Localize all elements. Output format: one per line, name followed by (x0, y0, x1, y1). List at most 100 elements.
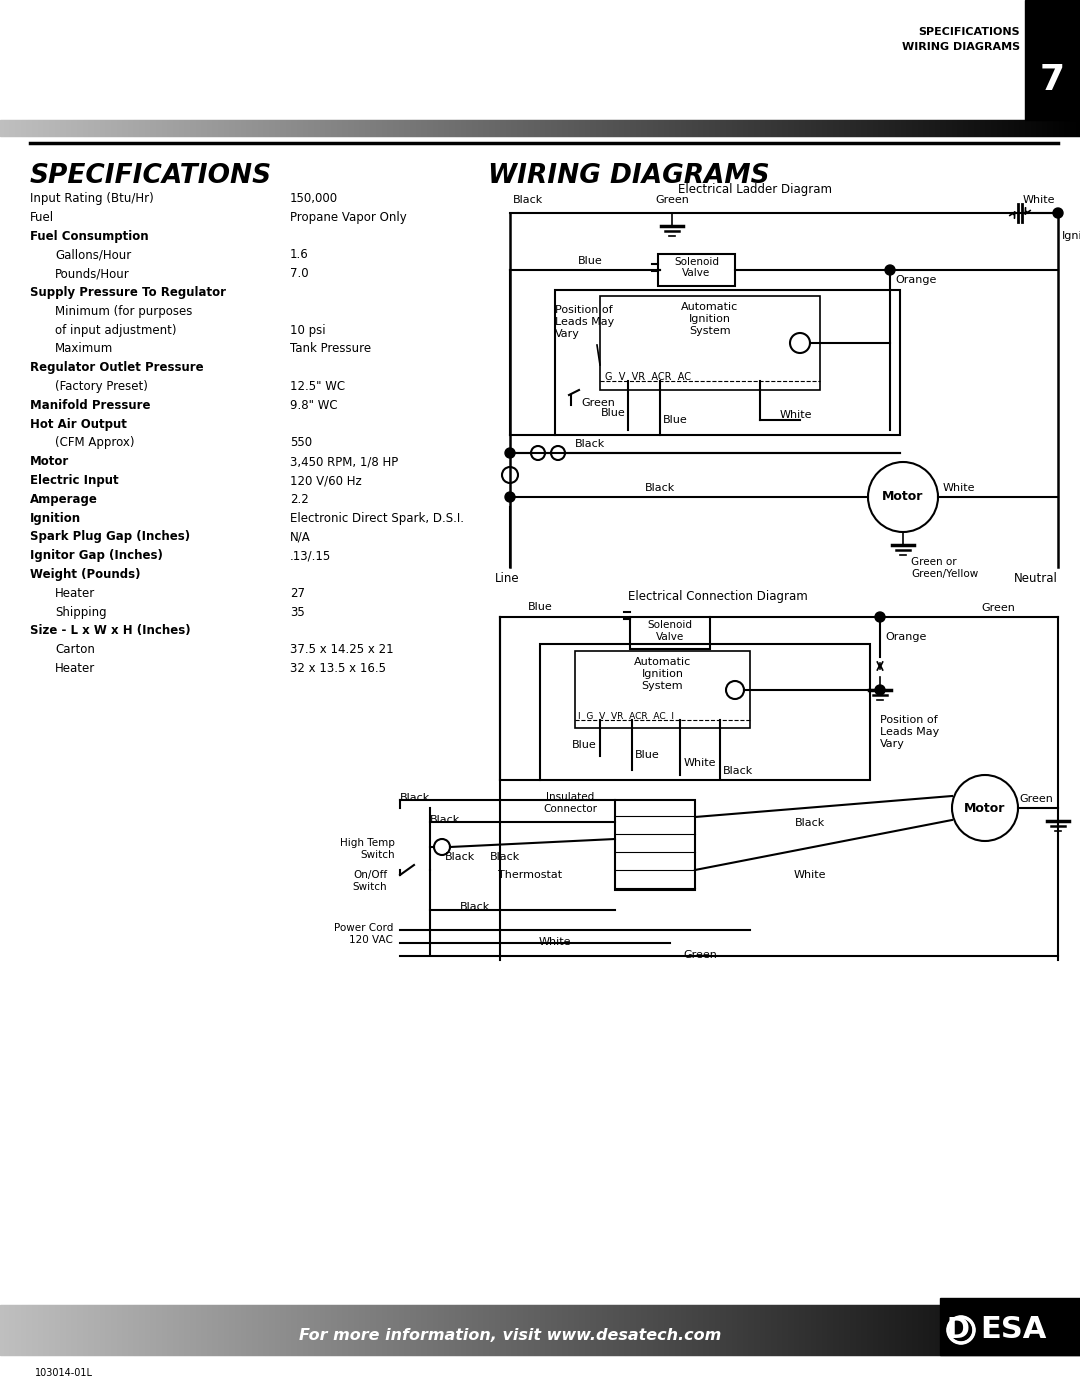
Text: .13/.15: .13/.15 (291, 549, 332, 562)
Text: I  G  V  VR  ACR  AC  I: I G V VR ACR AC I (578, 712, 674, 721)
Text: of input adjustment): of input adjustment) (55, 324, 176, 337)
Text: Ignition: Ignition (30, 511, 81, 525)
Text: Supply Pressure To Regulator: Supply Pressure To Regulator (30, 286, 226, 299)
Text: Weight (Pounds): Weight (Pounds) (30, 569, 140, 581)
Text: Orange: Orange (895, 275, 936, 285)
Text: Regulator Outlet Pressure: Regulator Outlet Pressure (30, 362, 204, 374)
Text: Green or
Green/Yellow: Green or Green/Yellow (912, 557, 978, 578)
Text: White: White (943, 483, 975, 493)
Circle shape (875, 685, 885, 694)
Text: Switch: Switch (361, 849, 395, 861)
Text: ESA: ESA (980, 1316, 1047, 1344)
Text: Black: Black (430, 814, 460, 826)
Text: Input Rating (Btu/Hr): Input Rating (Btu/Hr) (30, 191, 153, 205)
Text: SPECIFICATIONS: SPECIFICATIONS (918, 27, 1020, 36)
Text: White: White (780, 409, 812, 420)
Text: Thermostat: Thermostat (498, 870, 562, 880)
Text: Position of: Position of (880, 715, 937, 725)
Text: SPECIFICATIONS: SPECIFICATIONS (30, 163, 272, 189)
Text: Switch: Switch (352, 882, 387, 893)
Text: Motor: Motor (882, 490, 923, 503)
Text: Ignitor: Ignitor (1062, 231, 1080, 242)
Text: Black: Black (645, 483, 675, 493)
Text: For more information, visit www.desatech.com: For more information, visit www.desatech… (299, 1327, 721, 1343)
Text: Hot Air Output: Hot Air Output (30, 418, 126, 430)
Text: White: White (539, 937, 571, 947)
Text: System: System (689, 326, 731, 337)
Text: Fuel: Fuel (30, 211, 54, 224)
Text: Green: Green (656, 196, 689, 205)
Text: High Temp: High Temp (340, 838, 395, 848)
Text: 3,450 RPM, 1/8 HP: 3,450 RPM, 1/8 HP (291, 455, 399, 468)
Text: Black: Black (445, 852, 475, 862)
Text: White: White (684, 759, 716, 768)
Text: Pounds/Hour: Pounds/Hour (55, 267, 130, 281)
Text: Black: Black (460, 902, 490, 912)
Text: White: White (794, 870, 826, 880)
Text: WIRING DIAGRAMS: WIRING DIAGRAMS (902, 42, 1020, 52)
Bar (555, 291, 900, 434)
Text: Vary: Vary (555, 330, 580, 339)
Text: Electrical Connection Diagram: Electrical Connection Diagram (629, 590, 808, 604)
Text: 103014-01L: 103014-01L (35, 1368, 93, 1377)
Text: Electric Input: Electric Input (30, 474, 119, 488)
Text: Black: Black (513, 196, 543, 205)
Text: 32 x 13.5 x 16.5: 32 x 13.5 x 16.5 (291, 662, 386, 675)
Text: Electrical Ladder Diagram: Electrical Ladder Diagram (678, 183, 832, 196)
Text: Ignition: Ignition (689, 314, 731, 324)
Bar (615, 800, 696, 890)
Text: 7: 7 (1039, 63, 1065, 96)
Text: 1.6: 1.6 (291, 249, 309, 261)
Text: Automatic: Automatic (681, 302, 739, 312)
Text: Green: Green (581, 398, 615, 408)
Text: Blue: Blue (572, 740, 597, 750)
Text: Leads May: Leads May (880, 726, 940, 738)
Text: System: System (642, 680, 684, 692)
Text: Power Cord: Power Cord (334, 923, 393, 933)
Text: 2.2: 2.2 (291, 493, 309, 506)
Text: 120 VAC: 120 VAC (349, 935, 393, 944)
Text: Black: Black (723, 766, 753, 775)
Text: Blue: Blue (635, 750, 660, 760)
Text: White: White (1023, 196, 1055, 205)
Text: 27: 27 (291, 587, 305, 599)
Text: Neutral: Neutral (1014, 571, 1058, 585)
Text: Black: Black (400, 793, 430, 803)
Text: Leads May: Leads May (555, 317, 615, 327)
Text: (CFM Approx): (CFM Approx) (55, 436, 135, 450)
Text: 550: 550 (291, 436, 312, 450)
Circle shape (505, 492, 515, 502)
Text: Blue: Blue (528, 602, 552, 612)
Circle shape (505, 448, 515, 458)
Text: Vary: Vary (880, 739, 905, 749)
Text: Blue: Blue (578, 256, 603, 265)
Text: Ignitor Gap (Inches): Ignitor Gap (Inches) (30, 549, 163, 562)
Text: Line: Line (495, 571, 519, 585)
Text: Blue: Blue (663, 415, 688, 425)
Text: Fuel Consumption: Fuel Consumption (30, 229, 149, 243)
Bar (658, 254, 735, 286)
Text: Heater: Heater (55, 662, 95, 675)
Text: Solenoid: Solenoid (648, 620, 692, 630)
Text: 120 V/60 Hz: 120 V/60 Hz (291, 474, 362, 488)
Text: Green: Green (981, 604, 1015, 613)
Bar (1025, 0, 1080, 120)
Text: Valve: Valve (683, 268, 711, 278)
Circle shape (875, 612, 885, 622)
Bar (540, 644, 870, 780)
Text: Propane Vapor Only: Propane Vapor Only (291, 211, 407, 224)
Text: Shipping: Shipping (55, 606, 107, 619)
Text: G  V  VR  ACR  AC: G V VR ACR AC (605, 372, 691, 381)
Text: Heater: Heater (55, 587, 95, 599)
Text: Manifold Pressure: Manifold Pressure (30, 398, 150, 412)
Text: 7.0: 7.0 (291, 267, 309, 281)
Text: Ignition: Ignition (642, 669, 684, 679)
Text: Black: Black (575, 439, 605, 448)
Text: Green: Green (683, 950, 717, 960)
Bar (630, 617, 710, 650)
Text: Minimum (for purposes: Minimum (for purposes (55, 305, 192, 317)
Text: 37.5 x 14.25 x 21: 37.5 x 14.25 x 21 (291, 643, 393, 657)
Text: WIRING DIAGRAMS: WIRING DIAGRAMS (488, 163, 770, 189)
Text: Motor: Motor (30, 455, 69, 468)
Text: Size - L x W x H (Inches): Size - L x W x H (Inches) (30, 624, 191, 637)
